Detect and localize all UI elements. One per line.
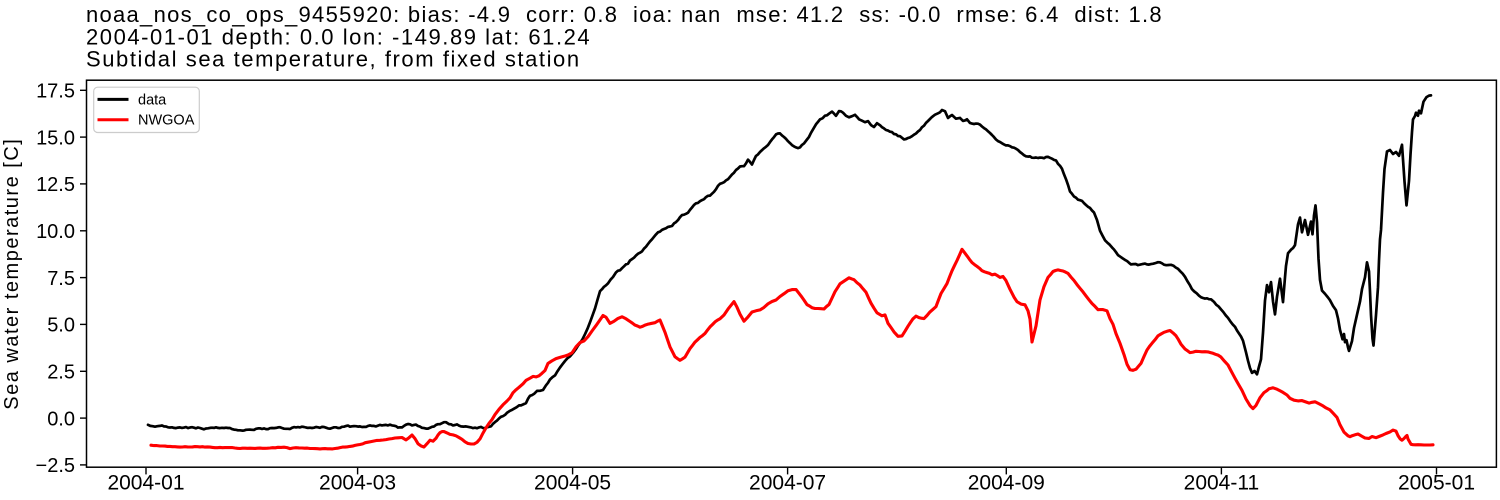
svg-text:NWGOA: NWGOA	[138, 113, 195, 129]
svg-text:2004-01-01 depth: 0.0 lon: -14: 2004-01-01 depth: 0.0 lon: -149.89 lat: …	[86, 24, 591, 49]
svg-text:2004-09: 2004-09	[968, 472, 1045, 495]
svg-text:2004-11: 2004-11	[1184, 472, 1260, 495]
svg-text:2004-03: 2004-03	[319, 472, 396, 495]
svg-text:2004-01: 2004-01	[107, 472, 184, 495]
svg-text:2.5: 2.5	[47, 362, 75, 384]
svg-text:2004-05: 2004-05	[534, 472, 611, 495]
svg-text:12.5: 12.5	[36, 174, 75, 196]
svg-text:Subtidal sea temperature, from: Subtidal sea temperature, from fixed sta…	[86, 47, 581, 72]
svg-text:2004-07: 2004-07	[749, 472, 826, 495]
svg-text:0.0: 0.0	[47, 408, 75, 430]
svg-text:10.0: 10.0	[36, 221, 75, 243]
svg-text:data: data	[138, 92, 167, 108]
svg-text:noaa_nos_co_ops_9455920: bias:: noaa_nos_co_ops_9455920: bias: -4.9 corr…	[86, 2, 1163, 27]
svg-text:5.0: 5.0	[47, 315, 75, 337]
svg-text:2005-01: 2005-01	[1398, 472, 1475, 495]
svg-text:7.5: 7.5	[47, 268, 75, 290]
svg-text:17.5: 17.5	[36, 81, 75, 103]
svg-text:−2.5: −2.5	[36, 455, 75, 477]
svg-text:15.0: 15.0	[36, 127, 75, 149]
svg-text:Sea water temperature [C]: Sea water temperature [C]	[1, 138, 23, 410]
